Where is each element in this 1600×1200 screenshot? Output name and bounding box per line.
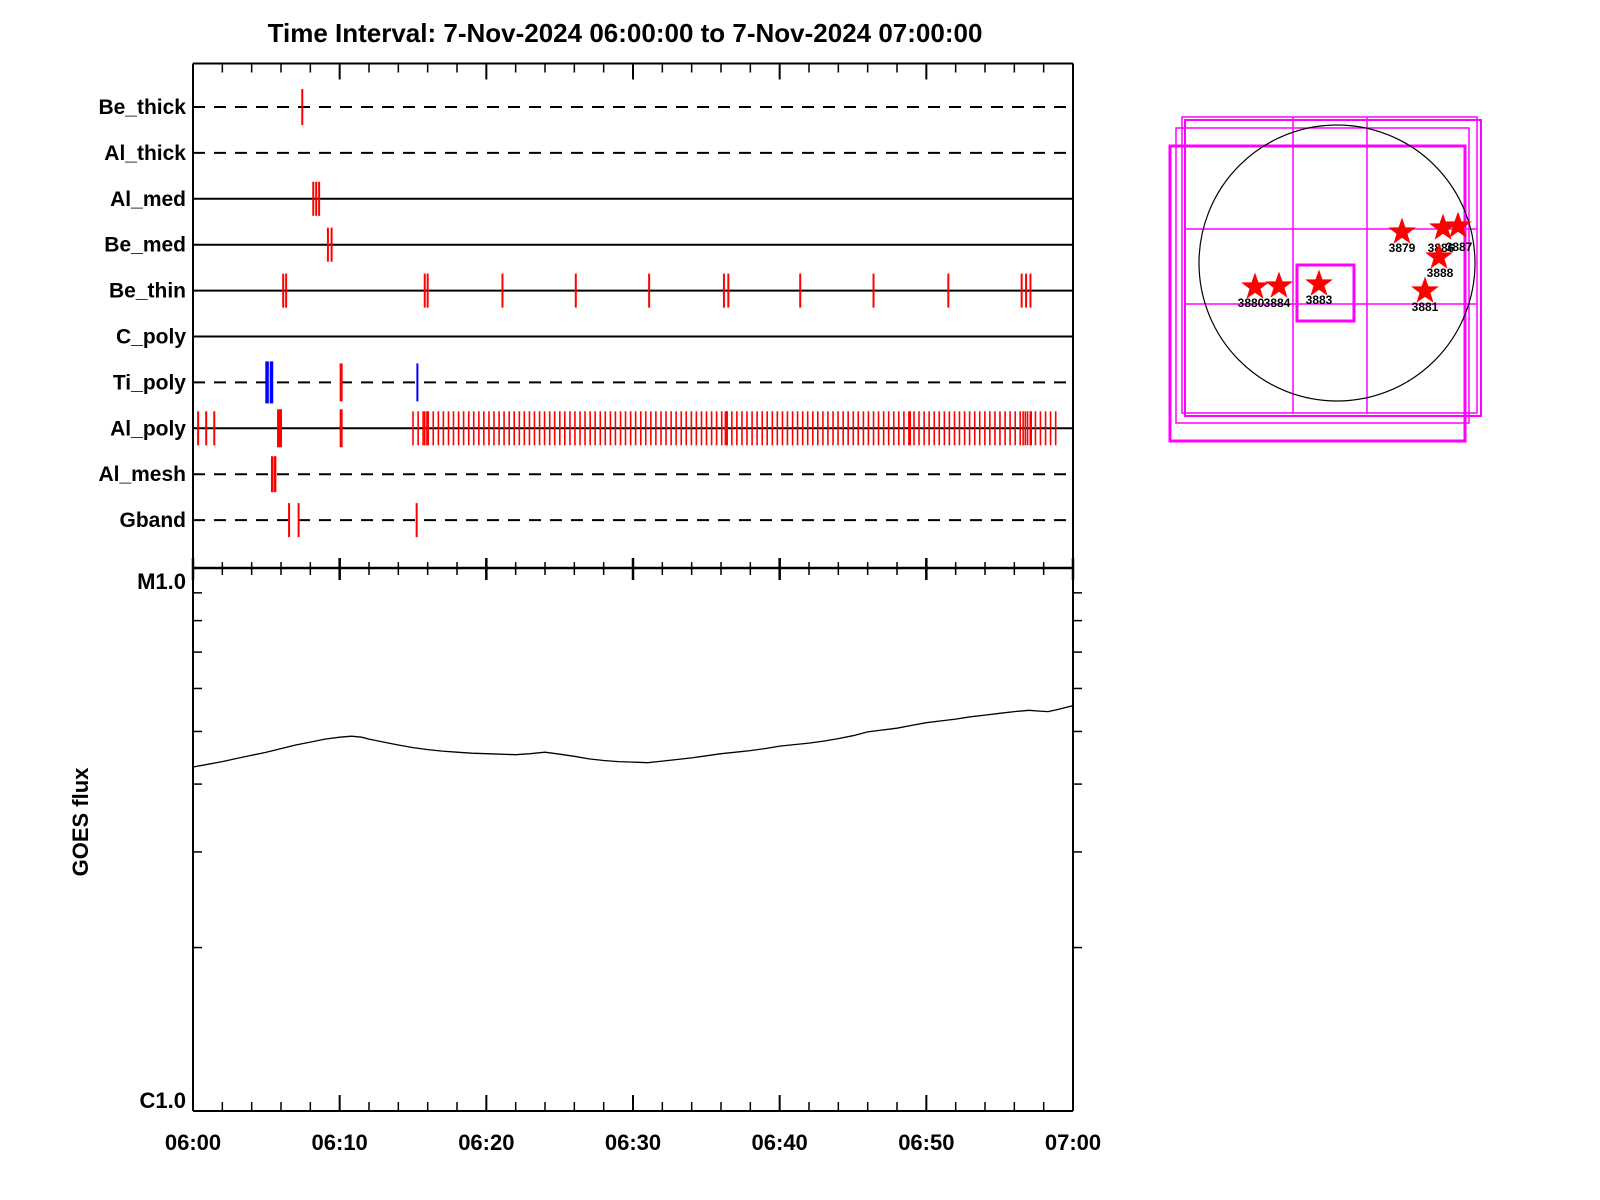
active-region-label: 3881 bbox=[1412, 300, 1439, 314]
active-region-star bbox=[1241, 272, 1269, 299]
fov-box bbox=[1175, 127, 1470, 424]
active-region-label: 3888 bbox=[1427, 266, 1454, 280]
goes-bottom-axis-label: C1.0 bbox=[140, 1088, 186, 1113]
time-tick-label: 06:30 bbox=[605, 1130, 661, 1155]
time-tick-label: 06:50 bbox=[898, 1130, 954, 1155]
time-tick-label: 06:20 bbox=[458, 1130, 514, 1155]
active-region-label: 3879 bbox=[1389, 241, 1416, 255]
goes-y-axis-title: GOES flux bbox=[68, 767, 93, 877]
time-tick-label: 07:00 bbox=[1045, 1130, 1101, 1155]
active-region-star bbox=[1425, 242, 1453, 269]
filter-timeline-panel: Be_thick Al_thick Al_med Be_med Be_thin C_pol… bbox=[98, 62, 1074, 568]
filter-row-label: C_poly bbox=[116, 326, 186, 349]
active-region-label: 3884 bbox=[1264, 296, 1291, 310]
active-region-star bbox=[1388, 217, 1416, 244]
filter-row-label: Al_thick bbox=[104, 142, 186, 165]
goes-flux-panel: 06:00 06:10 06:20 06:30 06:40 06:50 07:00 bbox=[165, 558, 1101, 1155]
filter-row-label: Be_thin bbox=[109, 280, 186, 303]
time-tick-label: 06:40 bbox=[752, 1130, 808, 1155]
active-region-label: 3883 bbox=[1306, 293, 1333, 307]
target-fov-box bbox=[1295, 263, 1356, 323]
solar-disk bbox=[1198, 124, 1476, 402]
active-region-label: 3887 bbox=[1446, 240, 1473, 254]
active-region-label: 3880 bbox=[1238, 296, 1265, 310]
active-region-star bbox=[1444, 211, 1472, 238]
filter-row-label: Al_mesh bbox=[98, 463, 186, 486]
active-region-label: 3886 bbox=[1428, 241, 1455, 255]
filter-row-label: Al_poly bbox=[110, 417, 186, 440]
fov-box bbox=[1168, 144, 1467, 443]
active-region-star bbox=[1411, 276, 1439, 303]
goes-flux-curve bbox=[192, 704, 1074, 768]
fov-box bbox=[1184, 119, 1482, 417]
filter-row-label: Ti_poly bbox=[113, 371, 186, 394]
time-tick-label: 06:10 bbox=[312, 1130, 368, 1155]
filter-row-label: Be_thick bbox=[98, 96, 186, 119]
page-title: Time Interval: 7-Nov-2024 06:00:00 to 7-… bbox=[268, 18, 983, 48]
goes-top-axis-label: M1.0 bbox=[137, 569, 186, 594]
fov-box bbox=[1181, 116, 1478, 414]
filter-row-label: Gband bbox=[120, 509, 187, 532]
filter-row-label: Al_med bbox=[110, 188, 186, 211]
filter-row-label: Be_med bbox=[104, 234, 186, 257]
time-tick-label: 06:00 bbox=[165, 1130, 221, 1155]
active-region-star bbox=[1305, 269, 1333, 296]
active-region-star bbox=[1265, 271, 1293, 298]
